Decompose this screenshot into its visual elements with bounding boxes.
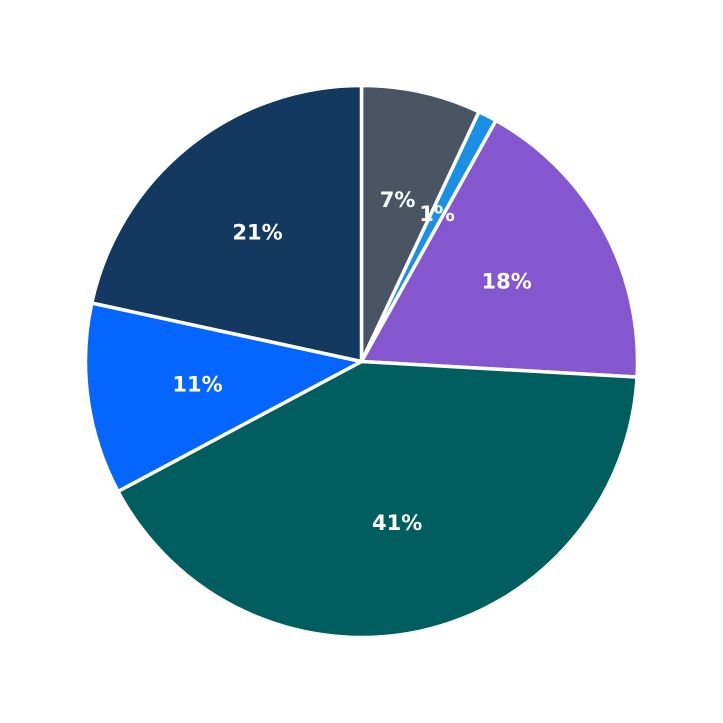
- pie-slice-5: [90, 83, 364, 364]
- pie-slice-label-3: 41%: [372, 511, 422, 535]
- pie-slice-label-1: 1%: [419, 202, 455, 226]
- pie-slice-2: [359, 118, 640, 379]
- pie-slice-3: [116, 359, 639, 640]
- pie-slice-label-2: 18%: [481, 270, 531, 294]
- pie-slices: [83, 83, 640, 640]
- pie-slice-label-4: 11%: [172, 372, 222, 396]
- pie-slice-4: [83, 301, 364, 494]
- pie-slice-0: [359, 83, 481, 364]
- pie-slice-label-0: 7%: [380, 188, 416, 212]
- pie-slice-label-5: 21%: [232, 221, 282, 245]
- pie-labels: 7%1% 18% 41% 11% 21%: [172, 188, 531, 535]
